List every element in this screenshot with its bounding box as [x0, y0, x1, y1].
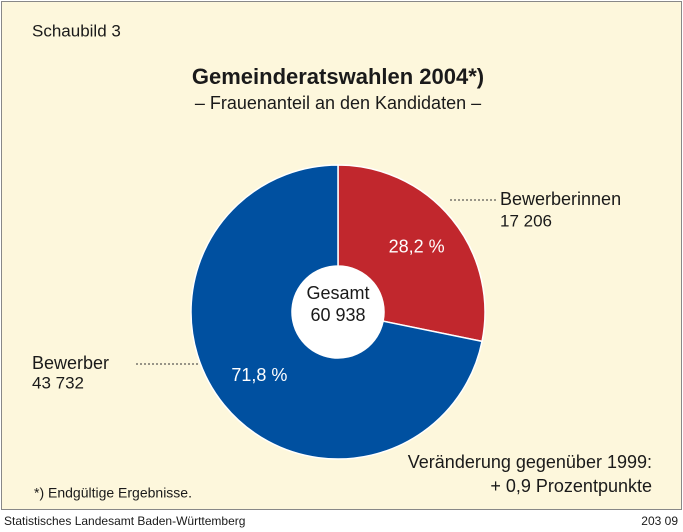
annotation: + 0,9 Prozentpunkte — [490, 476, 652, 496]
figure-label: Schaubild 3 — [32, 21, 121, 40]
source: Statistisches Landesamt Baden-Württember… — [4, 514, 245, 528]
center-value: 60 938 — [310, 305, 365, 325]
chart-subtitle: – Frauenanteil an den Kandidaten – — [195, 93, 481, 113]
annotation: Veränderung gegenüber 1999: — [408, 452, 652, 472]
legend-label: Bewerber — [32, 353, 109, 373]
pie — [190, 164, 486, 460]
value-label: 28,2 % — [389, 237, 445, 257]
legend-label: Bewerberinnen — [500, 189, 621, 209]
count-label: 43 732 — [32, 373, 84, 392]
donut-hole — [292, 266, 384, 358]
code: 203 09 — [641, 514, 678, 528]
value-label: 71,8 % — [231, 365, 287, 385]
center-label: Gesamt — [306, 283, 369, 303]
count-label: 17 206 — [500, 211, 552, 230]
chart-title: Gemeinderatswahlen 2004*) — [192, 64, 484, 89]
footnote: *) Endgültige Ergebnisse. — [34, 485, 192, 501]
